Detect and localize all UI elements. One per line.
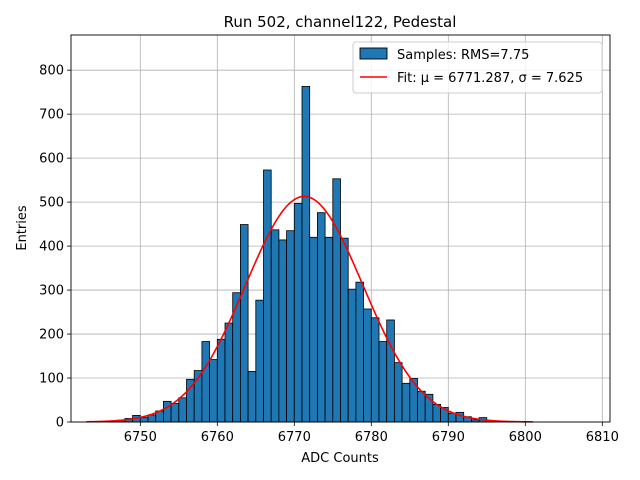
histogram-bar: [355, 281, 364, 423]
histogram-bar: [401, 382, 411, 423]
histogram-bar: [278, 239, 287, 423]
histogram-bar: [293, 203, 303, 423]
y-tick-label: 500: [39, 196, 64, 211]
histogram-bar: [386, 319, 395, 423]
histogram-bar: [162, 400, 172, 423]
legend-box: [352, 41, 603, 94]
histogram-bar: [309, 236, 318, 423]
x-axis-ticks: 6750 6760 6770 6780 6790 6800 6810: [124, 422, 619, 445]
histogram-bar: [255, 299, 264, 423]
x-tick-label: 6750: [124, 430, 157, 445]
y-tick-label: 700: [39, 108, 64, 123]
histogram-bar: [239, 224, 249, 423]
x-tick-label: 6800: [509, 430, 542, 445]
histogram-bar: [417, 390, 426, 423]
legend-fit-label: Fit: μ = 6771.287, σ = 7.625: [397, 71, 583, 86]
y-axis-ticks: 0 100 200 300 400 500 600 700 800: [39, 64, 71, 431]
histogram-bar: [216, 338, 226, 423]
x-axis-label: ADC Counts: [301, 451, 379, 466]
histogram-bar: [447, 412, 457, 423]
y-tick-label: 300: [39, 284, 64, 299]
histogram-bar: [286, 230, 295, 423]
histogram-bar: [247, 371, 257, 423]
histogram-bar: [432, 404, 441, 423]
legend: Samples: RMS=7.75 Fit: μ = 6771.287, σ =…: [352, 41, 603, 94]
histogram-bar: [224, 322, 234, 423]
histogram-bar: [270, 229, 280, 423]
histogram-bar: [332, 178, 341, 423]
x-tick-label: 6780: [355, 430, 388, 445]
y-tick-label: 400: [39, 240, 64, 255]
y-axis-label: Entries: [15, 205, 30, 251]
legend-histogram-swatch: [359, 47, 388, 60]
histogram-bar: [347, 288, 357, 423]
y-tick-label: 800: [39, 64, 64, 79]
histogram-bar: [301, 86, 311, 423]
histogram-bar: [316, 212, 326, 423]
legend-histogram-label: Samples: RMS=7.75: [397, 48, 529, 63]
histogram-bar: [324, 236, 334, 423]
histogram-bar: [363, 308, 372, 423]
histogram-bar: [139, 417, 149, 423]
histogram-bar: [178, 397, 187, 423]
x-tick-label: 6770: [278, 430, 311, 445]
fit-curve: [86, 195, 534, 423]
y-tick-label: 200: [39, 328, 64, 343]
x-tick-label: 6790: [432, 430, 465, 445]
histogram-bar: [378, 341, 388, 423]
histogram-bar: [263, 169, 272, 423]
chart-title: Run 502, channel122, Pedestal: [224, 13, 457, 31]
histogram-bars: [109, 86, 495, 423]
histogram-bar: [170, 403, 180, 423]
histogram-bar: [393, 362, 403, 423]
histogram-bar: [370, 317, 380, 423]
plot-frame: [70, 34, 611, 423]
y-tick-label: 0: [56, 416, 64, 431]
histogram-bar: [209, 359, 218, 423]
histogram-bar: [147, 414, 157, 423]
x-tick-label: 6760: [201, 430, 234, 445]
histogram-bar: [201, 341, 210, 423]
histogram-bar: [340, 237, 349, 423]
y-tick-label: 100: [39, 372, 64, 387]
x-tick-label: 6810: [586, 430, 619, 445]
histogram-bar: [186, 378, 195, 423]
y-tick-label: 600: [39, 152, 64, 167]
